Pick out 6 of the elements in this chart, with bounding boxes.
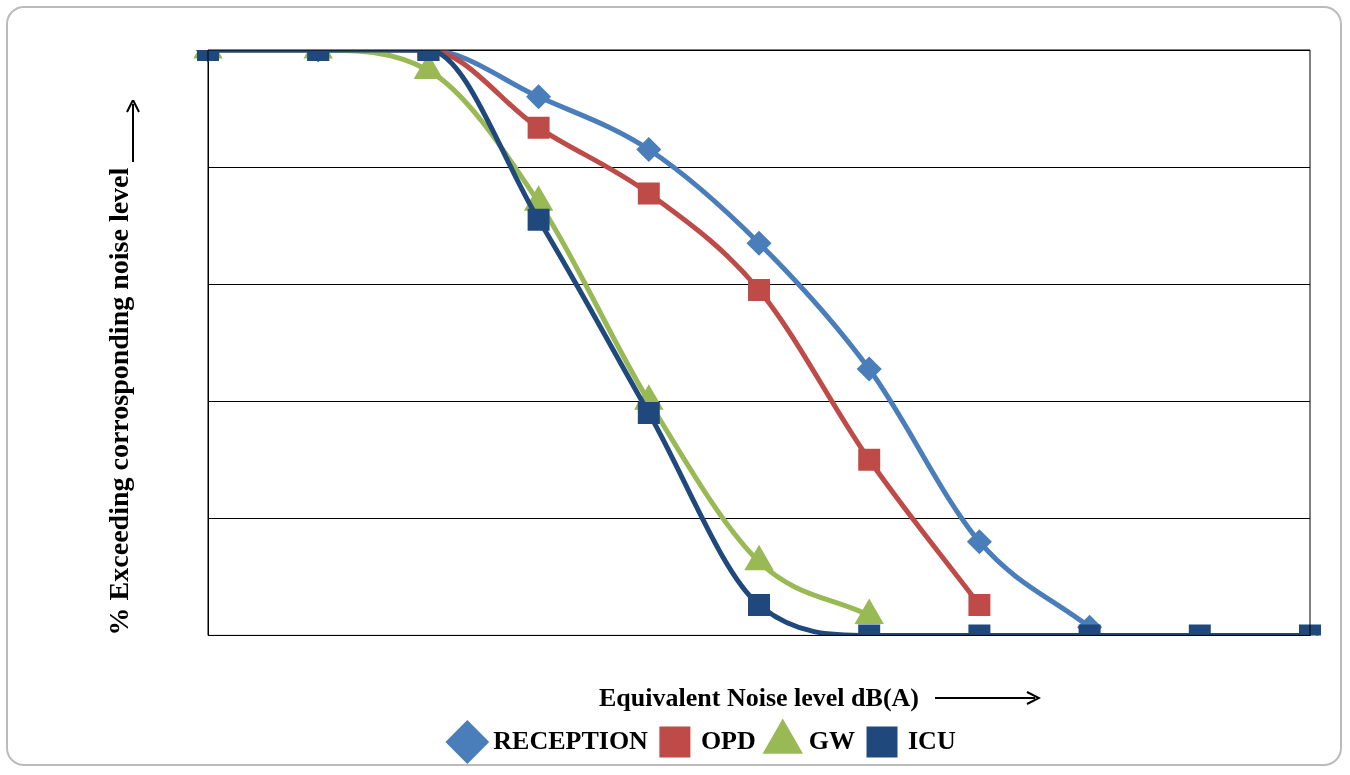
legend-label: RECEPTION: [493, 725, 649, 755]
legend-label: OPD: [700, 725, 756, 755]
legend-label: GW: [808, 725, 856, 755]
x-axis-title: Equivalent Noise level dB(A): [599, 683, 919, 713]
y-axis-title: % Exceeding corrosponding noise level: [103, 167, 135, 636]
legend-label: ICU: [908, 725, 956, 755]
